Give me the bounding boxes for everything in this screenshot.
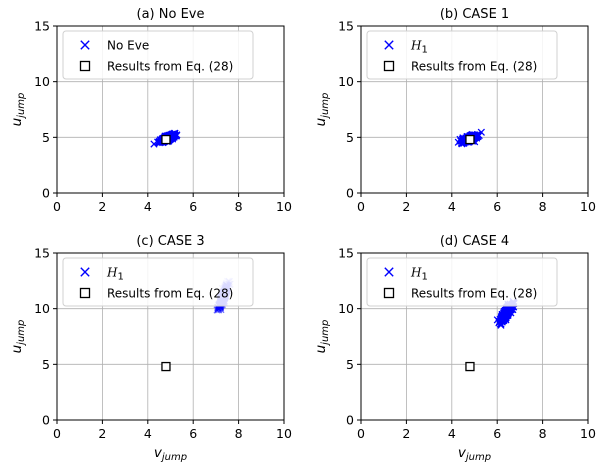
legend-label: Results from Eq. (28) (411, 287, 537, 301)
data-point-square-marker (161, 361, 171, 372)
y-tick-label: 10 (338, 74, 354, 89)
x-tick-label: 4 (448, 426, 456, 441)
axes-frame (360, 25, 589, 194)
x-tick-label: 4 (144, 199, 152, 214)
x-tick-label: 0 (53, 199, 61, 214)
subplot-3: 0 2 4 6 8 10 0 5 10 15 (c) CASE 3 ujump vjump H1 Resul… (9, 234, 292, 463)
data-point-square-marker (465, 361, 475, 372)
subplot-title: (d) CASE 4 (440, 234, 509, 249)
legend-x-marker (384, 40, 394, 50)
x-tick-label: 10 (580, 426, 596, 441)
y-tick-label: 5 (42, 357, 50, 372)
series-reference (465, 134, 475, 145)
series-cluster (493, 297, 518, 329)
legend-label: H1 (410, 266, 428, 283)
y-tick-label: 0 (42, 413, 50, 428)
y-tick-label: 0 (346, 413, 354, 428)
legend: H1 Results from Eq. (28) (366, 257, 558, 307)
x-tick-label: 8 (235, 426, 243, 441)
x-tick-label: 2 (98, 426, 106, 441)
legend-label: H1 (410, 39, 428, 56)
y-tick-label: 10 (338, 301, 354, 316)
x-axis-label: vjump (154, 445, 187, 463)
x-tick-label: 2 (402, 199, 410, 214)
axes-frame (56, 25, 285, 194)
y-axis-label: ujump (9, 93, 27, 127)
y-tick-label: 15 (338, 246, 354, 261)
y-axis-label: ujump (313, 93, 331, 127)
x-tick-label: 4 (448, 199, 456, 214)
legend-label: No Eve (107, 39, 149, 53)
x-tick-label: 2 (402, 426, 410, 441)
legend-x-marker (80, 267, 90, 277)
legend-x-marker (80, 40, 90, 50)
y-tick-label: 5 (42, 130, 50, 145)
legend-box (366, 30, 558, 80)
x-tick-label: 8 (235, 199, 243, 214)
y-axis-label: ujump (9, 320, 27, 354)
data-point-square-marker (465, 134, 475, 145)
data-point-square-marker (161, 134, 171, 145)
legend-square-marker (383, 60, 395, 72)
legend-square-marker (383, 287, 395, 299)
data-point-x-marker (501, 315, 509, 323)
legend-square-marker (79, 60, 91, 72)
y-tick-label: 10 (34, 301, 50, 316)
subplot-2: 0 2 4 6 8 10 0 5 10 15 (b) CASE 1 ujump H1 Results fr… (313, 7, 596, 214)
x-tick-label: 0 (357, 199, 365, 214)
legend: H1 Results from Eq. (28) (62, 257, 254, 307)
axes-frame (360, 252, 589, 421)
subplot-4: 0 2 4 6 8 10 0 5 10 15 (d) CASE 4 ujump vjump H1 Resul… (313, 234, 596, 463)
legend: No Eve Results from Eq. (28) (62, 30, 254, 80)
series-reference (161, 361, 171, 372)
legend-label: Results from Eq. (28) (107, 287, 233, 301)
subplot-title: (c) CASE 3 (136, 234, 204, 249)
y-tick-label: 15 (34, 19, 50, 34)
y-tick-label: 15 (34, 246, 50, 261)
legend: H1 Results from Eq. (28) (366, 30, 558, 80)
x-axis-label: vjump (458, 445, 491, 463)
y-axis-label: ujump (313, 320, 331, 354)
data-point-x-marker (150, 140, 158, 148)
x-tick-label: 2 (98, 199, 106, 214)
x-tick-label: 6 (493, 426, 501, 441)
x-tick-label: 4 (144, 426, 152, 441)
x-tick-label: 0 (357, 426, 365, 441)
legend-square-marker (79, 287, 91, 299)
legend-label: H1 (106, 266, 124, 283)
y-tick-label: 0 (42, 186, 50, 201)
data-point-x-marker (214, 306, 223, 314)
x-tick-label: 10 (580, 199, 596, 214)
x-tick-label: 10 (276, 426, 292, 441)
legend-box (62, 257, 254, 307)
y-tick-label: 5 (346, 130, 354, 145)
y-tick-label: 10 (34, 74, 50, 89)
y-tick-label: 0 (346, 186, 354, 201)
legend-box (366, 257, 558, 307)
legend-label: Results from Eq. (28) (107, 60, 233, 74)
data-point-x-marker (473, 131, 481, 140)
series-reference (161, 134, 171, 145)
legend-x-marker (384, 267, 394, 277)
x-tick-label: 6 (189, 426, 197, 441)
subplot-title: (a) No Eve (137, 7, 205, 22)
x-tick-label: 8 (539, 426, 547, 441)
x-tick-label: 0 (53, 426, 61, 441)
x-tick-label: 6 (493, 199, 501, 214)
x-tick-label: 8 (539, 199, 547, 214)
axes-frame (56, 252, 285, 421)
series-reference (465, 361, 475, 372)
x-tick-label: 6 (189, 199, 197, 214)
y-tick-label: 15 (338, 19, 354, 34)
data-point-x-marker (497, 321, 505, 329)
subplot-1: 0 2 4 6 8 10 0 5 10 15 (a) No Eve ujump No Eve Result… (9, 7, 292, 214)
legend-label: Results from Eq. (28) (411, 60, 537, 74)
legend-box (62, 30, 254, 80)
y-tick-label: 5 (346, 357, 354, 372)
x-tick-label: 10 (276, 199, 292, 214)
subplot-title: (b) CASE 1 (440, 7, 509, 22)
